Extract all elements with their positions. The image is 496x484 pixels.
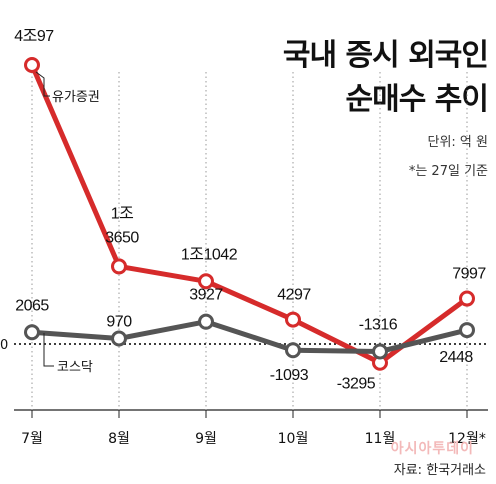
callout-line-0 <box>35 71 50 97</box>
tick-label-2: 9월 <box>195 431 217 447</box>
data-label-1-2: 3927 <box>189 287 223 304</box>
point-1-2 <box>198 313 214 330</box>
series-name-1: 코스닥 <box>57 360 93 375</box>
point-0-3 <box>285 311 301 328</box>
tick-label-0: 7월 <box>21 431 43 447</box>
data-label-0-0: 4조97 <box>14 28 54 45</box>
data-label-1-3: -1093 <box>270 367 309 384</box>
point-0-5 <box>459 290 475 307</box>
point-1-0 <box>24 324 40 341</box>
chart-title-line1: 국내 증시 외국인 <box>282 38 489 73</box>
chart-title-line2: 순매수 추이 <box>345 82 489 117</box>
unit-note: 단위: 억 원 <box>427 135 489 150</box>
data-label-1-5: 2448 <box>439 349 473 366</box>
series-name-0: 유가증권 <box>52 90 100 105</box>
tick-label-4: 11월 <box>365 431 396 447</box>
data-label-0-5: 7997 <box>452 266 486 283</box>
tick-label-3: 10월 <box>278 431 309 447</box>
data-label-0-1-0: 1조 <box>111 205 134 222</box>
zero-label: 0 <box>0 338 8 353</box>
data-label-0-1-1: 3650 <box>105 229 139 246</box>
point-0-1 <box>111 258 127 275</box>
series-line-0 <box>29 64 469 366</box>
tick-label-1: 8월 <box>108 431 130 447</box>
data-label-0-3: 4297 <box>277 287 311 304</box>
data-label-1-4: -1316 <box>359 316 398 333</box>
data-label-0-2: 1조1042 <box>181 246 238 263</box>
data-label-1-1: 970 <box>106 313 132 330</box>
point-1-4 <box>372 343 388 360</box>
data-label-0-4: -3295 <box>337 376 376 393</box>
point-1-3 <box>285 342 301 359</box>
watermark-logo: 아시아투데이 <box>390 441 474 457</box>
tick-label-5: 12월* <box>448 431 486 447</box>
footnote: *는 27일 기준 <box>408 164 488 179</box>
callout-line-1 <box>43 333 54 367</box>
point-0-2 <box>198 273 214 290</box>
data-label-1-0: 2065 <box>15 297 49 314</box>
series-line-1 <box>31 319 468 354</box>
point-1-5 <box>459 322 475 339</box>
point-0-0 <box>24 57 40 73</box>
point-1-1 <box>111 330 127 347</box>
source-note: 자료: 한국거래소 <box>393 463 486 478</box>
